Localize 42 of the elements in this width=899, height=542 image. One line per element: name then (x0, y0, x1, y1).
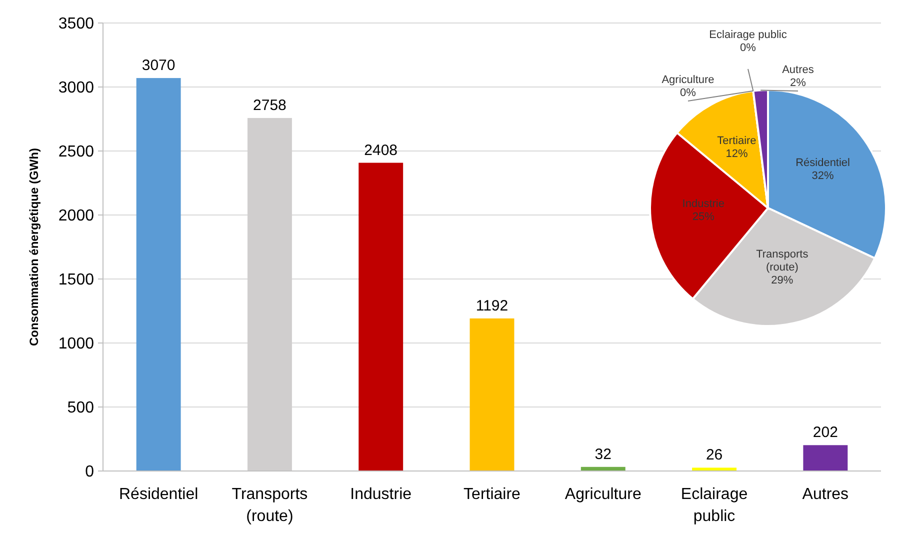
bar (358, 162, 404, 471)
x-tick-label: Résidentiel (118, 486, 198, 503)
x-tick-label: Autres (802, 486, 849, 503)
x-tick-label: Transports (route) (232, 486, 308, 525)
category-label: Agriculture (662, 74, 714, 86)
y-tick-label: 3500 (58, 16, 94, 33)
y-axis-title: Consommation énergétique (GWh) (27, 148, 41, 346)
slice-label: Industrie (682, 198, 724, 210)
data-label: 12% (726, 148, 748, 160)
y-tick-label: 0 (85, 464, 94, 481)
text: 0% (740, 42, 756, 54)
data-label: 32% (812, 170, 834, 182)
data-label: 2408 (364, 142, 398, 159)
x-tick-label: Agriculture (564, 486, 642, 503)
data-label: 25% (692, 211, 715, 224)
x-tick-label: Eclairage public (680, 486, 748, 525)
slice-label: Résidentiel (796, 157, 850, 170)
y-tick-label: 1500 (58, 272, 94, 289)
slice-label: Autres (782, 64, 814, 76)
bar (803, 445, 848, 471)
slice-label: Transports (route) (756, 248, 809, 274)
text: 0% (680, 87, 696, 99)
bar (692, 468, 737, 471)
data-label: 2% (790, 77, 806, 89)
data-label: 32 (594, 446, 612, 463)
data-label: 2758 (253, 96, 286, 114)
x-tick-label: Tertiaire (464, 486, 521, 503)
data-label: 26 (706, 446, 723, 464)
data-label: 3070 (142, 57, 176, 74)
data-label: 29% (771, 274, 794, 286)
y-tick-label: 1000 (58, 336, 94, 353)
bar (136, 78, 181, 471)
y-tick-label: 3000 (58, 80, 94, 97)
y-tick-label: 2000 (58, 208, 94, 225)
y-tick-label: 2500 (58, 144, 94, 161)
data-label: 202 (812, 424, 838, 442)
slice-label: Tertiaire (717, 135, 756, 148)
x-tick-label: Industrie (350, 486, 412, 503)
bar (470, 318, 514, 471)
category-label: Eclairage public (709, 29, 787, 41)
y-tick-label: 500 (67, 400, 94, 417)
data-label: 1192 (476, 297, 508, 314)
